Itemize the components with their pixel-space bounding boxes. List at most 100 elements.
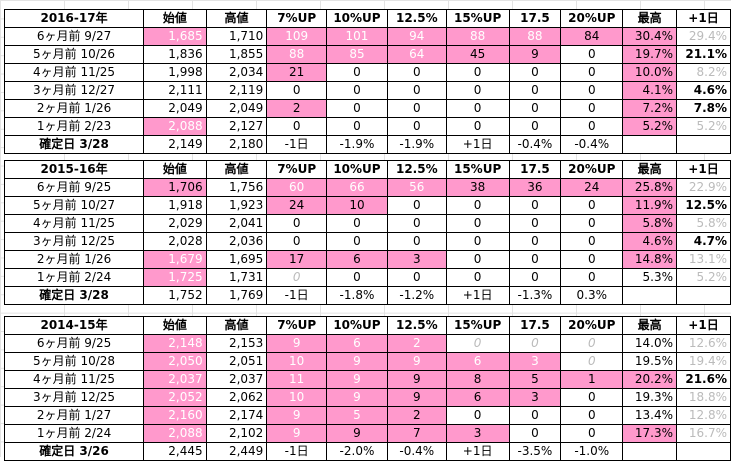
cell-7up: 9	[266, 406, 328, 425]
cell-12-5: 0	[386, 81, 447, 100]
cell-15up: +1日	[445, 135, 510, 154]
cell-plus1: 19.4%	[676, 352, 731, 371]
cell-17-5: 9	[508, 45, 562, 64]
cell-17-5: 5	[508, 370, 562, 389]
row-label: 4ヶ月前 11/25	[3, 370, 145, 389]
row-label: 3ヶ月前 12/27	[3, 81, 145, 100]
cell-12-5: -1.2%	[386, 286, 447, 305]
cell-10up: 0	[326, 99, 388, 118]
row-label: 2ヶ月前 1/27	[3, 406, 145, 425]
cell-17-5: 0	[508, 424, 562, 443]
row-label: 1ヶ月前 2/23	[3, 117, 145, 136]
cell-max	[622, 442, 678, 461]
cell-17-5: 36	[508, 178, 562, 197]
cell-high: 2,036	[205, 232, 268, 251]
col-header-7up: 7%UP	[266, 316, 328, 335]
cell-15up: 0	[445, 214, 510, 233]
cell-15up: 6	[445, 388, 510, 407]
table-row: 3ヶ月前 12/27 2,111 2,119 0 0 0 0 0 0 4.1% …	[3, 81, 731, 100]
cell-high: 1,756	[205, 178, 268, 197]
cell-open: 1,685	[143, 27, 207, 46]
cell-7up: 9	[266, 334, 328, 353]
cell-high: 1,769	[205, 286, 268, 305]
cell-17-5: 88	[508, 27, 562, 46]
cell-20up: 0	[560, 214, 624, 233]
cell-high: 2,102	[205, 424, 268, 443]
row-label: 3ヶ月前 12/25	[3, 388, 145, 407]
cell-plus1: 4.7%	[676, 232, 731, 251]
cell-12-5: 0	[386, 268, 447, 287]
cell-max: 30.4%	[622, 27, 678, 46]
cell-10up: 0	[326, 214, 388, 233]
col-header-10up: 10%UP	[326, 9, 388, 28]
cell-7up: 109	[266, 27, 328, 46]
cell-open: 2,049	[143, 99, 207, 118]
cell-max	[622, 286, 678, 305]
cell-17-5: 0	[508, 406, 562, 425]
row-label: 2ヶ月前 1/26	[3, 250, 145, 269]
cell-7up: 17	[266, 250, 328, 269]
cell-10up: 0	[326, 268, 388, 287]
cell-15up: 88	[445, 27, 510, 46]
cell-20up: 0	[560, 99, 624, 118]
cell-high: 2,174	[205, 406, 268, 425]
cell-17-5: -3.5%	[508, 442, 562, 461]
table-row: 2ヶ月前 1/26 2,049 2,049 2 0 0 0 0 0 7.2% 7…	[3, 99, 731, 118]
cell-plus1: 21.1%	[676, 45, 731, 64]
cell-7up: 10	[266, 352, 328, 371]
cell-15up: 0	[445, 99, 510, 118]
cell-20up: 0	[560, 268, 624, 287]
cell-7up: 88	[266, 45, 328, 64]
cell-7up: 0	[266, 117, 328, 136]
cell-plus1: 12.6%	[676, 334, 731, 353]
cell-17-5: 0	[508, 81, 562, 100]
cell-10up: 9	[326, 388, 388, 407]
cell-12-5: 7	[386, 424, 447, 443]
col-header-20up: 20%UP	[560, 316, 624, 335]
row-label: 3ヶ月前 12/25	[3, 232, 145, 251]
cell-10up: 85	[326, 45, 388, 64]
cell-20up: -0.4%	[560, 135, 624, 154]
cell-12-5: 0	[386, 232, 447, 251]
cell-max: 5.2%	[622, 117, 678, 136]
table-row: 1ヶ月前 2/24 1,725 1,731 0 0 0 0 0 0 5.3% 5…	[3, 268, 731, 287]
cell-20up: 0	[560, 117, 624, 136]
cell-max: 5.8%	[622, 214, 678, 233]
table-row: 5ヶ月前 10/28 2,050 2,051 10 9 9 6 3 0 19.5…	[3, 352, 731, 371]
header-row: 2016-17年 始値 高値 7%UP 10%UP 12.5% 15%UP 17…	[3, 9, 731, 28]
cell-20up: 24	[560, 178, 624, 197]
cell-15up: +1日	[445, 286, 510, 305]
cell-max	[622, 135, 678, 154]
cell-12-5: 9	[386, 388, 447, 407]
cell-plus1: 22.9%	[676, 178, 731, 197]
table-row: 1ヶ月前 2/23 2,088 2,127 0 0 0 0 0 0 5.2% 5…	[3, 117, 731, 136]
cell-20up: 0	[560, 81, 624, 100]
cell-20up: 0	[560, 388, 624, 407]
col-header-plus1: +1日	[676, 9, 731, 28]
col-header-plus1: +1日	[676, 316, 731, 335]
col-header-high: 高値	[205, 316, 268, 335]
cell-max: 4.6%	[622, 232, 678, 251]
cell-17-5: 0	[508, 99, 562, 118]
cell-open: 2,052	[143, 388, 207, 407]
cell-open: 2,111	[143, 81, 207, 100]
row-label: 2ヶ月前 1/26	[3, 99, 145, 118]
cell-15up: 0	[445, 81, 510, 100]
cell-high: 2,119	[205, 81, 268, 100]
table-2015-16: 2015-16年 始値 高値 7%UP 10%UP 12.5% 15%UP 17…	[3, 160, 731, 305]
cell-10up: 10	[326, 196, 388, 215]
cell-12-5: 64	[386, 45, 447, 64]
header-row: 2015-16年 始値 高値 7%UP 10%UP 12.5% 15%UP 17…	[3, 160, 731, 179]
cell-7up: 0	[266, 214, 328, 233]
cell-plus1	[676, 135, 731, 154]
cell-10up: -1.9%	[326, 135, 388, 154]
col-header-high: 高値	[205, 9, 268, 28]
cell-max: 14.0%	[622, 334, 678, 353]
cell-12-5: 2	[386, 406, 447, 425]
cell-15up: 3	[445, 424, 510, 443]
cell-20up: 0	[560, 196, 624, 215]
cell-17-5: 0	[508, 268, 562, 287]
cell-15up: 8	[445, 370, 510, 389]
cell-7up: 11	[266, 370, 328, 389]
cell-17-5: -1.3%	[508, 286, 562, 305]
